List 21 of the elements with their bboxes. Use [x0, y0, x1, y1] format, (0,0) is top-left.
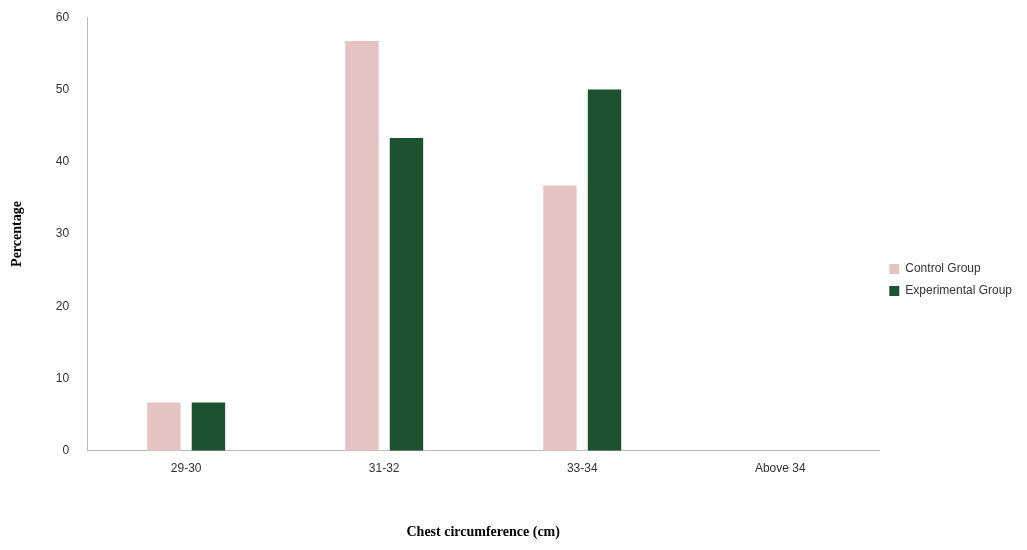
y-tick-label: 40: [55, 154, 70, 169]
bar: [587, 89, 622, 451]
bar: [191, 402, 226, 451]
y-tick-label: 60: [55, 9, 70, 24]
legend-label: Control Group: [905, 261, 981, 276]
bar: [345, 41, 379, 451]
x-tick-label: Above 34: [754, 461, 806, 476]
y-tick-label: 50: [55, 81, 70, 96]
x-axis-title: Chest circumference (cm): [406, 524, 561, 541]
y-tick-label: 20: [55, 298, 70, 313]
bar: [147, 402, 181, 451]
y-tick-label: 10: [55, 370, 70, 385]
legend-label: Experimental Group: [905, 283, 1013, 298]
bar: [389, 137, 424, 451]
y-tick-label: 0: [62, 443, 70, 458]
x-tick-label: 31-32: [368, 461, 400, 476]
bar: [543, 185, 577, 451]
y-tick-label: 30: [55, 226, 70, 241]
y-axis-title: Percentage: [9, 201, 25, 267]
x-tick-label: 33-34: [566, 461, 598, 476]
x-tick-label: 29-30: [170, 461, 202, 476]
